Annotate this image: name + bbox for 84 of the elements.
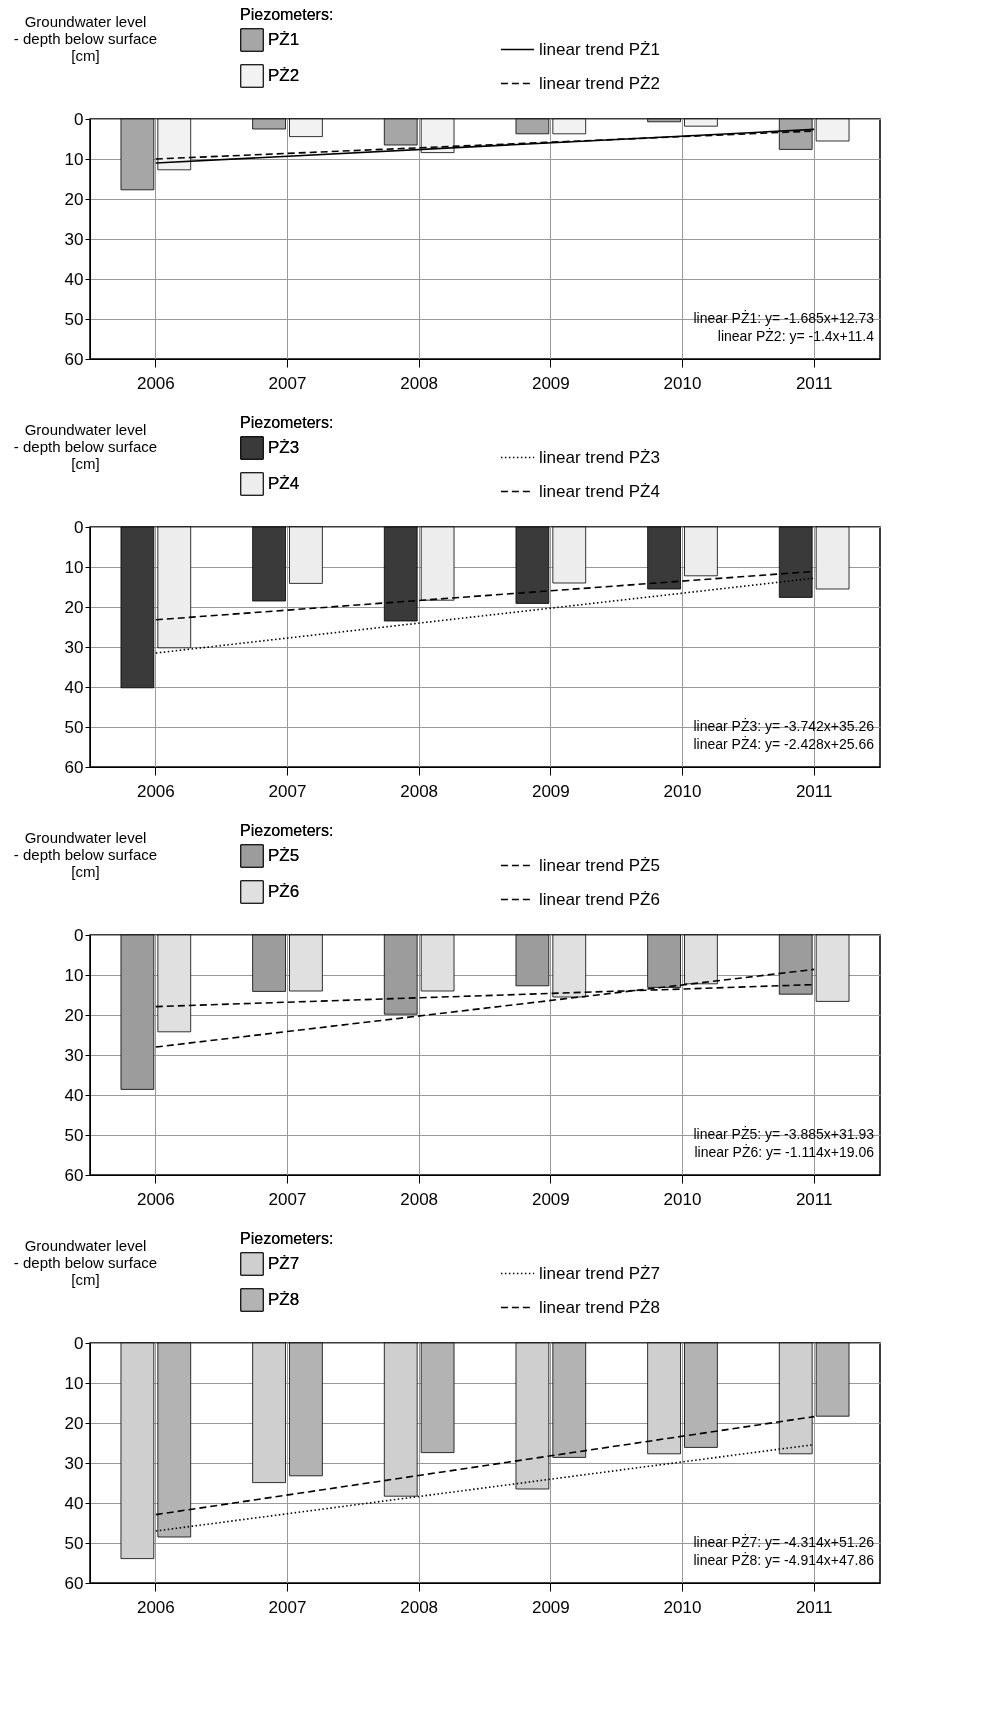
- x-tick-label: 2009: [531, 1597, 570, 1617]
- x-tick-label: 2011: [795, 1597, 833, 1617]
- x-tick-label: 2007: [268, 1597, 307, 1617]
- y-tick-label: 10: [64, 1373, 84, 1393]
- y-tick-label: 50: [64, 309, 84, 329]
- x-tick-label: 2010: [663, 1189, 702, 1209]
- y-tick-label: 0: [74, 1333, 84, 1353]
- annotation: linear PŻ7: y= -4.314x+51.26: [693, 1533, 875, 1550]
- x-tick-label: 2006: [136, 373, 175, 393]
- y-axis-title: Groundwater level - depth below surface [cm]: [13, 420, 158, 472]
- annotation: linear PŻ1: y= -1.685x+12.73: [693, 309, 875, 326]
- y-tick-label: 10: [64, 557, 84, 577]
- x-tick-label: 2006: [136, 781, 175, 801]
- x-tick-label: 2008: [400, 1597, 439, 1617]
- y-axis-title: Groundwater level - depth below surface [cm]: [13, 828, 158, 880]
- legend-label: linear trend PŻ5: [539, 855, 660, 875]
- y-tick-label: 20: [64, 1005, 84, 1025]
- annotation: linear PŻ4: y= -2.428x+25.66: [693, 735, 875, 752]
- y-axis-title: Groundwater level - depth below surface [cm]: [13, 1236, 158, 1288]
- legend-label: linear trend PŻ7: [539, 1263, 660, 1283]
- legend-label: linear trend PŻ6: [539, 889, 660, 909]
- legend-label: PŻ1: [268, 30, 300, 49]
- legend-title: Piezometers:: [240, 1230, 334, 1247]
- y-tick-label: 60: [64, 1573, 84, 1593]
- legend-label: linear trend PŻ8: [539, 1297, 660, 1317]
- y-tick-label: 50: [64, 1533, 84, 1553]
- y-tick-label: 30: [64, 1045, 84, 1065]
- legend-title: Piezometers:: [240, 414, 334, 431]
- annotation: linear PŻ6: y= -1.114x+19.06: [694, 1143, 875, 1160]
- y-tick-label: 20: [64, 189, 84, 209]
- annotation: linear PŻ3: y= -3.742x+35.26: [693, 717, 875, 734]
- y-tick-label: 10: [64, 149, 84, 169]
- x-tick-label: 2009: [531, 1189, 570, 1209]
- y-tick-label: 50: [64, 717, 84, 737]
- legend-label: linear trend PŻ1: [539, 39, 660, 59]
- y-tick-label: 40: [64, 1085, 84, 1105]
- legend-label: linear trend PŻ4: [539, 481, 660, 501]
- x-tick-label: 2009: [531, 781, 570, 801]
- legend-label: PŻ6: [268, 882, 300, 901]
- annotation: linear PŻ5: y= -3.885x+31.93: [693, 1125, 875, 1142]
- y-tick-label: 0: [74, 109, 84, 129]
- y-tick-label: 40: [64, 677, 84, 697]
- legend-title: Piezometers:: [240, 822, 334, 839]
- y-tick-label: 50: [64, 1125, 84, 1145]
- y-tick-label: 40: [64, 269, 84, 289]
- y-axis-title: Groundwater level - depth below surface [cm]: [13, 12, 158, 64]
- legend-label: PŻ4: [268, 474, 300, 493]
- legend-label: PŻ7: [268, 1254, 300, 1273]
- y-tick-label: 10: [64, 965, 84, 985]
- x-tick-label: 2010: [663, 1597, 702, 1617]
- legend-label: PŻ5: [268, 846, 300, 865]
- x-tick-label: 2007: [268, 1189, 307, 1209]
- x-tick-label: 2010: [663, 781, 702, 801]
- y-tick-label: 30: [64, 1453, 84, 1473]
- annotation: linear PŻ8: y= -4.914x+47.86: [693, 1551, 875, 1568]
- y-tick-label: 30: [64, 229, 84, 249]
- x-tick-label: 2006: [136, 1189, 175, 1209]
- y-tick-label: 20: [64, 597, 84, 617]
- legend-label: linear trend PŻ3: [539, 447, 660, 467]
- legend-label: linear trend PŻ2: [539, 73, 660, 93]
- legend-label: PŻ8: [268, 1290, 300, 1309]
- y-tick-label: 30: [64, 637, 84, 657]
- y-tick-label: 60: [64, 349, 84, 369]
- legend-title: Piezometers:: [240, 6, 334, 23]
- x-tick-label: 2010: [663, 373, 702, 393]
- y-tick-label: 0: [74, 517, 84, 537]
- y-tick-label: 20: [64, 1413, 84, 1433]
- x-tick-label: 2011: [795, 781, 833, 801]
- x-tick-label: 2008: [400, 373, 439, 393]
- x-tick-label: 2011: [795, 373, 833, 393]
- y-tick-label: 0: [74, 925, 84, 945]
- x-tick-label: 2007: [268, 373, 307, 393]
- legend-label: PŻ2: [268, 66, 300, 85]
- y-tick-label: 60: [64, 1165, 84, 1185]
- x-tick-label: 2006: [136, 1597, 175, 1617]
- x-tick-label: 2007: [268, 781, 307, 801]
- annotation: linear PŻ2: y= -1.4x+11.4: [717, 327, 875, 344]
- x-tick-label: 2009: [531, 373, 570, 393]
- x-tick-label: 2008: [400, 781, 439, 801]
- legend-label: PŻ3: [268, 438, 300, 457]
- x-tick-label: 2008: [400, 1189, 439, 1209]
- x-tick-label: 2011: [795, 1189, 833, 1209]
- y-tick-label: 60: [64, 757, 84, 777]
- y-tick-label: 40: [64, 1493, 84, 1513]
